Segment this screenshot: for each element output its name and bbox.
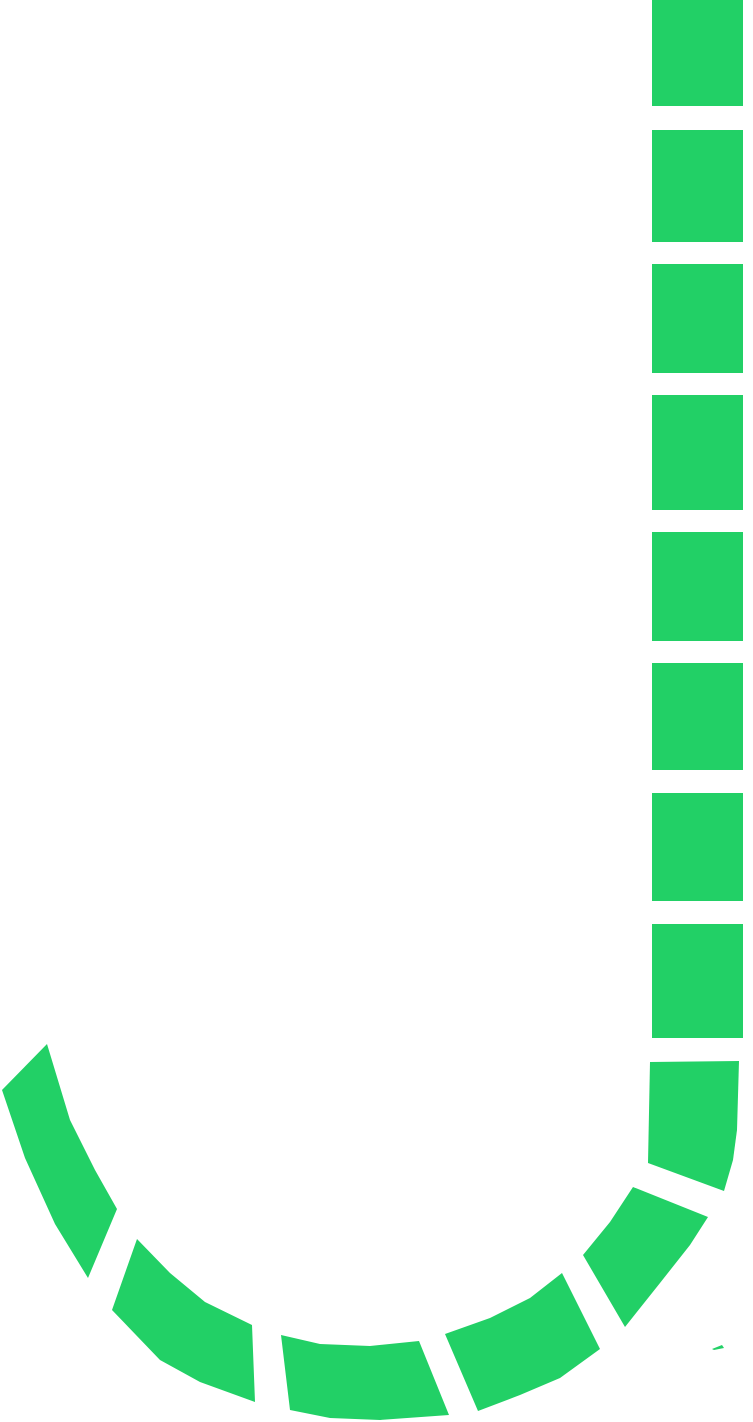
curved-dash-hook	[2, 1044, 739, 1420]
vertical-dash-4	[652, 395, 743, 510]
vertical-dash-1	[652, 0, 743, 106]
curve-dash-fragment	[712, 1345, 724, 1350]
vertical-dash-2	[652, 130, 743, 242]
curve-dash-4	[281, 1335, 449, 1420]
vertical-dash-3	[652, 264, 743, 373]
vertical-dash-5	[652, 532, 743, 641]
vertical-dash-8	[652, 924, 743, 1038]
curve-dash-1	[648, 1061, 739, 1191]
curve-dash-6	[2, 1044, 117, 1278]
vertical-dash-6	[652, 663, 743, 770]
vertical-dash-7	[652, 793, 743, 901]
curve-dash-2	[583, 1187, 708, 1327]
vertical-dash-column	[652, 0, 743, 1038]
curve-dash-3	[445, 1273, 600, 1411]
curve-dash-5	[112, 1239, 255, 1402]
